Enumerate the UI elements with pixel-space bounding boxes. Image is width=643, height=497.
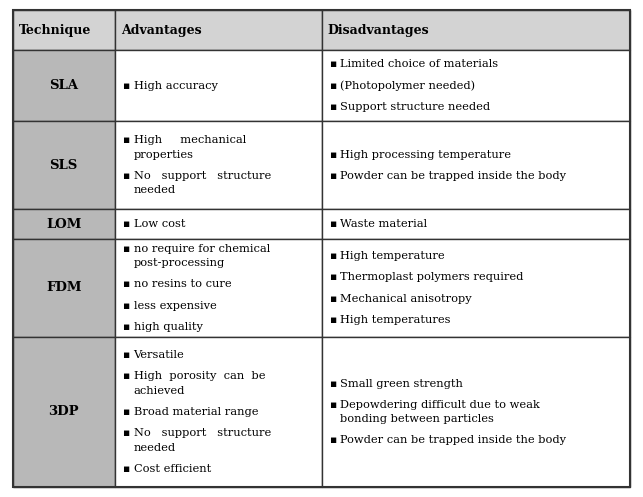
Text: High temperature: High temperature (340, 251, 445, 261)
Text: achieved: achieved (134, 386, 185, 396)
Text: Depowdering difficult due to weak: Depowdering difficult due to weak (340, 400, 540, 410)
Text: SLS: SLS (50, 159, 78, 171)
Bar (13, 50, 114, 121)
Text: ▪: ▪ (122, 171, 129, 181)
Text: ▪: ▪ (329, 400, 336, 410)
Text: FDM: FDM (46, 281, 82, 294)
Text: ▪: ▪ (122, 407, 129, 417)
Text: Low cost: Low cost (134, 219, 185, 229)
Text: Powder can be trapped inside the body: Powder can be trapped inside the body (340, 171, 566, 181)
Text: ▪: ▪ (122, 244, 129, 254)
Text: ▪: ▪ (329, 81, 336, 91)
Text: ▪: ▪ (329, 171, 336, 181)
Text: no require for chemical: no require for chemical (134, 244, 270, 254)
Text: needed: needed (134, 185, 176, 195)
Bar (322, 121, 630, 209)
Bar (322, 209, 630, 239)
Bar (13, 337, 114, 487)
Text: Powder can be trapped inside the body: Powder can be trapped inside the body (340, 435, 566, 445)
Text: properties: properties (134, 150, 194, 160)
Text: ▪: ▪ (122, 219, 129, 229)
Text: ▪: ▪ (329, 272, 336, 282)
Text: Thermoplast polymers required: Thermoplast polymers required (340, 272, 524, 282)
Text: ▪: ▪ (329, 435, 336, 445)
Text: ▪: ▪ (329, 150, 336, 160)
Text: ▪: ▪ (122, 428, 129, 438)
Text: bonding between particles: bonding between particles (340, 414, 494, 424)
Bar (13, 10, 114, 50)
Text: High accuracy: High accuracy (134, 81, 217, 91)
Text: ▪: ▪ (122, 371, 129, 381)
Text: High     mechanical: High mechanical (134, 135, 246, 145)
Text: ▪: ▪ (122, 135, 129, 145)
Text: Limited choice of materials: Limited choice of materials (340, 59, 498, 70)
Text: High temperatures: High temperatures (340, 315, 451, 325)
Text: No   support   structure: No support structure (134, 171, 271, 181)
Text: No   support   structure: No support structure (134, 428, 271, 438)
Text: no resins to cure: no resins to cure (134, 279, 231, 289)
Bar (322, 50, 630, 121)
Text: ▪: ▪ (329, 251, 336, 261)
Bar (114, 121, 322, 209)
Text: ▪: ▪ (329, 59, 336, 70)
Text: Waste material: Waste material (340, 219, 428, 229)
Bar (13, 239, 114, 337)
Bar (114, 337, 322, 487)
Text: Broad material range: Broad material range (134, 407, 258, 417)
Text: needed: needed (134, 442, 176, 453)
Text: Advantages: Advantages (121, 24, 201, 37)
Text: ▪: ▪ (122, 301, 129, 311)
Text: ▪: ▪ (122, 464, 129, 474)
Text: Disadvantages: Disadvantages (328, 24, 430, 37)
Text: Cost efficient: Cost efficient (134, 464, 211, 474)
Text: Technique: Technique (19, 24, 91, 37)
Text: ▪: ▪ (122, 279, 129, 289)
Text: 3DP: 3DP (48, 406, 79, 418)
Text: high quality: high quality (134, 322, 203, 332)
Text: Support structure needed: Support structure needed (340, 102, 491, 112)
Text: post-processing: post-processing (134, 258, 225, 268)
Text: SLA: SLA (49, 79, 78, 92)
Text: Versatile: Versatile (134, 350, 185, 360)
Text: (Photopolymer needed): (Photopolymer needed) (340, 81, 476, 91)
Text: LOM: LOM (46, 218, 82, 231)
Text: High processing temperature: High processing temperature (340, 150, 511, 160)
Bar (114, 209, 322, 239)
Bar (322, 10, 630, 50)
Text: Mechanical anisotropy: Mechanical anisotropy (340, 294, 472, 304)
Text: ▪: ▪ (329, 219, 336, 229)
Bar (322, 239, 630, 337)
Text: ▪: ▪ (329, 315, 336, 325)
Bar (114, 239, 322, 337)
Bar (13, 209, 114, 239)
Text: ▪: ▪ (122, 322, 129, 332)
Bar (114, 10, 322, 50)
Text: ▪: ▪ (329, 294, 336, 304)
Text: ▪: ▪ (122, 350, 129, 360)
Text: ▪: ▪ (122, 81, 129, 91)
Text: less expensive: less expensive (134, 301, 216, 311)
Bar (114, 50, 322, 121)
Bar (13, 121, 114, 209)
Text: High  porosity  can  be: High porosity can be (134, 371, 265, 381)
Text: ▪: ▪ (329, 379, 336, 389)
Text: Small green strength: Small green strength (340, 379, 463, 389)
Bar (322, 337, 630, 487)
Text: ▪: ▪ (329, 102, 336, 112)
